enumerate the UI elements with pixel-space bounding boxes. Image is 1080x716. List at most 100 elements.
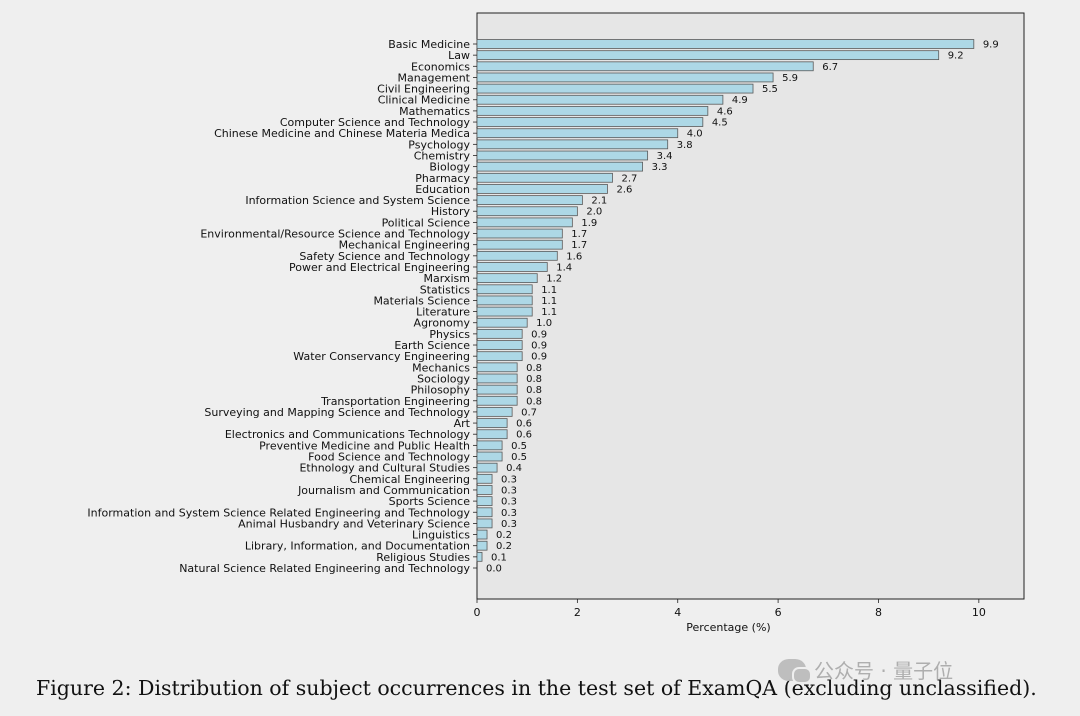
value-label: 5.9 [782, 73, 798, 84]
category-label: History [431, 205, 471, 218]
category-label: Basic Medicine [388, 38, 470, 51]
x-tick-label: 8 [875, 606, 882, 619]
category-label: Natural Science Related Engineering and … [179, 562, 470, 575]
x-tick-label: 2 [574, 606, 581, 619]
category-label: Marxism [424, 272, 470, 285]
category-label: Transportation Engineering [320, 395, 470, 408]
bar [476, 485, 493, 495]
bar [476, 128, 679, 139]
category-label: Earth Science [394, 339, 470, 352]
bar [476, 206, 578, 217]
value-label: 0.6 [516, 419, 532, 430]
bar [476, 61, 814, 72]
category-label: Chinese Medicine and Chinese Materia Med… [214, 127, 470, 140]
category-label: Linguistics [412, 529, 470, 542]
value-label: 1.2 [546, 274, 562, 285]
category-label: Environmental/Resource Science and Techn… [200, 228, 470, 241]
figure-caption: Figure 2: Distribution of subject occurr… [36, 676, 1037, 700]
bar [476, 172, 613, 183]
value-label: 1.7 [571, 240, 587, 251]
category-label: Materials Science [373, 294, 470, 307]
value-label: 0.2 [496, 541, 512, 552]
bar [476, 440, 503, 451]
bar [476, 117, 704, 127]
value-label: 0.3 [501, 474, 517, 485]
value-label: 0.6 [516, 430, 532, 441]
value-label: 0.3 [501, 497, 517, 508]
category-label: Mechanical Engineering [339, 239, 470, 252]
category-label: Library, Information, and Documentation [245, 540, 470, 553]
value-label: 1.1 [541, 285, 557, 296]
category-label: Religious Studies [376, 551, 470, 564]
bar [476, 473, 493, 484]
category-label: Philosophy [411, 384, 471, 397]
value-label: 3.3 [652, 162, 668, 173]
bar [476, 83, 754, 94]
x-tick-label: 4 [674, 606, 681, 619]
value-label: 2.6 [616, 184, 632, 195]
bar [476, 451, 503, 462]
watermark: 公众号 · 量子位 [778, 655, 953, 684]
bar [476, 551, 483, 562]
bar [476, 384, 518, 395]
bar [476, 150, 649, 161]
category-label: Information Science and System Science [245, 194, 470, 207]
category-label: Economics [411, 60, 470, 73]
bar [476, 184, 608, 194]
value-label: 9.2 [948, 51, 964, 62]
x-tick-label: 10 [972, 606, 986, 619]
x-axis-title: Percentage (%) [686, 621, 770, 634]
bar [476, 94, 724, 105]
value-label: 2.0 [586, 207, 602, 218]
bar [476, 139, 669, 150]
bar [476, 317, 528, 328]
category-label: Education [415, 183, 470, 196]
wechat-icon [778, 658, 812, 684]
value-label: 1.7 [571, 229, 587, 240]
value-label: 0.5 [511, 441, 527, 452]
value-label: 1.1 [541, 296, 557, 307]
category-label: Preventive Medicine and Public Health [259, 439, 470, 452]
value-label: 3.4 [657, 151, 673, 162]
category-label: Pharmacy [415, 172, 470, 185]
bar [476, 395, 518, 406]
category-label: Chemistry [414, 149, 471, 162]
category-label: Computer Science and Technology [280, 116, 471, 129]
category-label: Art [454, 417, 471, 430]
bar [476, 161, 644, 172]
bar [476, 518, 493, 529]
category-label: Journalism and Communication [297, 484, 470, 497]
value-label: 3.8 [677, 140, 693, 151]
value-label: 0.4 [506, 463, 522, 474]
watermark-text: 公众号 · 量子位 [814, 659, 954, 683]
bar [476, 373, 518, 384]
category-label: Mathematics [399, 105, 470, 118]
category-label: Civil Engineering [377, 83, 470, 96]
category-label: Law [448, 49, 470, 62]
bar [476, 295, 533, 306]
bar [476, 39, 975, 49]
value-label: 0.8 [526, 374, 542, 385]
bar [476, 228, 563, 239]
bar [476, 262, 548, 272]
value-label: 5.5 [762, 84, 778, 95]
bar [476, 306, 533, 317]
category-label: Statistics [420, 283, 471, 296]
bar [476, 273, 538, 283]
value-label: 4.6 [717, 106, 733, 117]
value-label: 0.1 [491, 552, 507, 563]
bar [476, 429, 508, 440]
bar [476, 239, 563, 250]
value-label: 0.2 [496, 530, 512, 541]
category-label: Chemical Engineering [349, 473, 470, 486]
value-label: 0.7 [521, 407, 537, 418]
value-label: 9.9 [983, 40, 999, 51]
bar [476, 540, 488, 551]
bar [476, 529, 488, 540]
value-label: 4.9 [732, 95, 748, 106]
category-label: Mechanics [412, 361, 470, 374]
value-label: 6.7 [822, 62, 838, 73]
value-label: 0.9 [531, 329, 547, 340]
bar [476, 351, 523, 362]
